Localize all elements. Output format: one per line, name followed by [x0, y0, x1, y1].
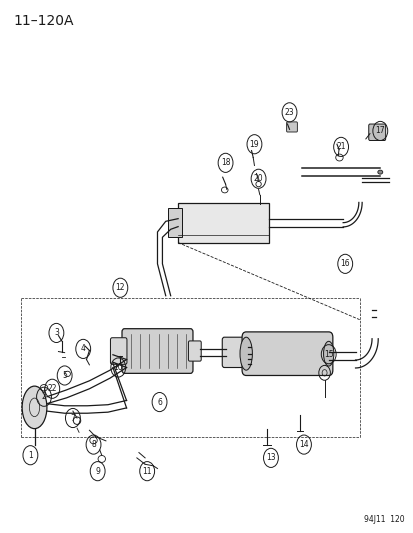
Text: 19: 19	[249, 140, 259, 149]
Text: 17: 17	[375, 126, 384, 135]
FancyBboxPatch shape	[122, 329, 192, 373]
FancyBboxPatch shape	[242, 332, 332, 375]
FancyBboxPatch shape	[178, 203, 268, 243]
Text: 10: 10	[113, 363, 123, 372]
Text: 9: 9	[95, 467, 100, 475]
FancyBboxPatch shape	[222, 337, 253, 368]
FancyBboxPatch shape	[286, 122, 297, 132]
Text: 1: 1	[28, 451, 33, 460]
Text: 21: 21	[335, 142, 345, 151]
Text: 18: 18	[220, 158, 230, 167]
Text: 11–120A: 11–120A	[13, 14, 74, 28]
Ellipse shape	[240, 337, 252, 370]
FancyBboxPatch shape	[368, 124, 385, 141]
Text: 20: 20	[253, 174, 263, 183]
Text: 94J11  120: 94J11 120	[363, 515, 404, 524]
Text: 14: 14	[299, 440, 308, 449]
Text: 6: 6	[157, 398, 161, 407]
Text: 7: 7	[70, 414, 75, 423]
Ellipse shape	[323, 341, 333, 366]
FancyBboxPatch shape	[110, 338, 127, 365]
Text: 8: 8	[91, 440, 96, 449]
Text: 16: 16	[339, 260, 349, 268]
Text: 2: 2	[42, 392, 46, 401]
FancyBboxPatch shape	[188, 341, 201, 361]
Text: 4: 4	[81, 344, 85, 353]
Text: 12: 12	[115, 283, 125, 292]
Text: 5: 5	[62, 371, 67, 380]
FancyBboxPatch shape	[167, 208, 182, 237]
Text: 15: 15	[323, 350, 333, 359]
Text: 22: 22	[47, 384, 57, 393]
Text: 11: 11	[142, 467, 152, 475]
Text: 13: 13	[266, 454, 275, 463]
Ellipse shape	[22, 386, 47, 429]
Text: 23: 23	[284, 108, 294, 117]
Ellipse shape	[377, 170, 382, 174]
Text: 3: 3	[54, 328, 59, 337]
